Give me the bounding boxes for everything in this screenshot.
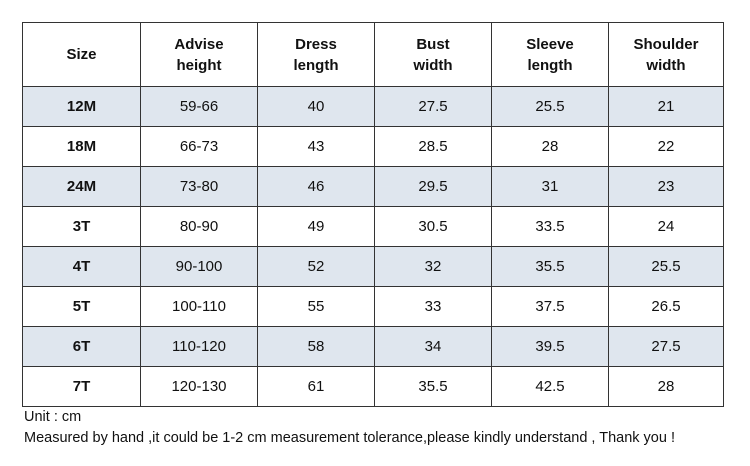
value-cell: 27.5 — [608, 326, 724, 367]
value-cell: 100-110 — [140, 286, 258, 327]
value-cell: 23 — [608, 166, 724, 207]
table-row: 7T 120-130 61 35.5 42.5 28 — [22, 366, 724, 407]
header-row: Size Advise height Dress length Bust width S… — [22, 22, 724, 87]
value-cell: 29.5 — [374, 166, 492, 207]
value-cell: 28 — [608, 366, 724, 407]
value-cell: 33.5 — [491, 206, 609, 247]
value-cell: 25.5 — [608, 246, 724, 287]
size-cell: 24M — [22, 166, 141, 207]
value-cell: 40 — [257, 86, 375, 127]
header-text: Sleeve length — [526, 35, 574, 74]
header-cell: Dress length — [257, 22, 375, 87]
header-cell: Shoulder width — [608, 22, 724, 87]
value-cell: 28 — [491, 126, 609, 167]
table-row: 18M 66-73 43 28.5 28 22 — [22, 126, 724, 167]
table-body: 12M 59-66 40 27.5 25.5 21 18M 66-73 43 28.5 28 22 24… — [22, 86, 724, 407]
header-text: Bust width — [413, 35, 453, 74]
size-cell: 18M — [22, 126, 141, 167]
table-row: 4T 90-100 52 32 35.5 25.5 — [22, 246, 724, 287]
header-text: Dress length — [293, 35, 339, 74]
value-cell: 37.5 — [491, 286, 609, 327]
value-cell: 27.5 — [374, 86, 492, 127]
table-row: 24M 73-80 46 29.5 31 23 — [22, 166, 724, 207]
value-cell: 25.5 — [491, 86, 609, 127]
value-cell: 30.5 — [374, 206, 492, 247]
value-cell: 46 — [257, 166, 375, 207]
size-cell: 4T — [22, 246, 141, 287]
value-cell: 42.5 — [491, 366, 609, 407]
value-cell: 66-73 — [140, 126, 258, 167]
value-cell: 52 — [257, 246, 375, 287]
header-cell: Advise height — [140, 22, 258, 87]
value-cell: 33 — [374, 286, 492, 327]
value-cell: 59-66 — [140, 86, 258, 127]
tolerance-note: Measured by hand ,it could be 1-2 cm mea… — [24, 430, 675, 446]
unit-note: Unit : cm — [24, 409, 82, 425]
value-cell: 31 — [491, 166, 609, 207]
value-cell: 22 — [608, 126, 724, 167]
value-cell: 28.5 — [374, 126, 492, 167]
table-row: 12M 59-66 40 27.5 25.5 21 — [22, 86, 724, 127]
size-table: Size Advise height Dress length Bust width S… — [22, 22, 724, 407]
value-cell: 61 — [257, 366, 375, 407]
header-text: Shoulder width — [633, 35, 699, 74]
table-row: 5T 100-110 55 33 37.5 26.5 — [22, 286, 724, 327]
value-cell: 49 — [257, 206, 375, 247]
size-cell: 12M — [22, 86, 141, 127]
header-cell: Bust width — [374, 22, 492, 87]
table-row: 6T 110-120 58 34 39.5 27.5 — [22, 326, 724, 367]
value-cell: 39.5 — [491, 326, 609, 367]
value-cell: 55 — [257, 286, 375, 327]
value-cell: 24 — [608, 206, 724, 247]
size-cell: 3T — [22, 206, 141, 247]
size-cell: 5T — [22, 286, 141, 327]
value-cell: 120-130 — [140, 366, 258, 407]
value-cell: 90-100 — [140, 246, 258, 287]
notes: Unit : cm Measured by hand ,it could be … — [24, 407, 675, 449]
header-text: Advise height — [174, 35, 224, 74]
value-cell: 110-120 — [140, 326, 258, 367]
value-cell: 35.5 — [491, 246, 609, 287]
header-cell: Sleeve length — [491, 22, 609, 87]
header-cell: Size — [22, 22, 141, 87]
value-cell: 26.5 — [608, 286, 724, 327]
value-cell: 58 — [257, 326, 375, 367]
table-row: 3T 80-90 49 30.5 33.5 24 — [22, 206, 724, 247]
header-text: Size — [66, 46, 97, 63]
size-cell: 6T — [22, 326, 141, 367]
value-cell: 35.5 — [374, 366, 492, 407]
value-cell: 43 — [257, 126, 375, 167]
value-cell: 21 — [608, 86, 724, 127]
value-cell: 32 — [374, 246, 492, 287]
value-cell: 34 — [374, 326, 492, 367]
value-cell: 73-80 — [140, 166, 258, 207]
value-cell: 80-90 — [140, 206, 258, 247]
size-cell: 7T — [22, 366, 141, 407]
